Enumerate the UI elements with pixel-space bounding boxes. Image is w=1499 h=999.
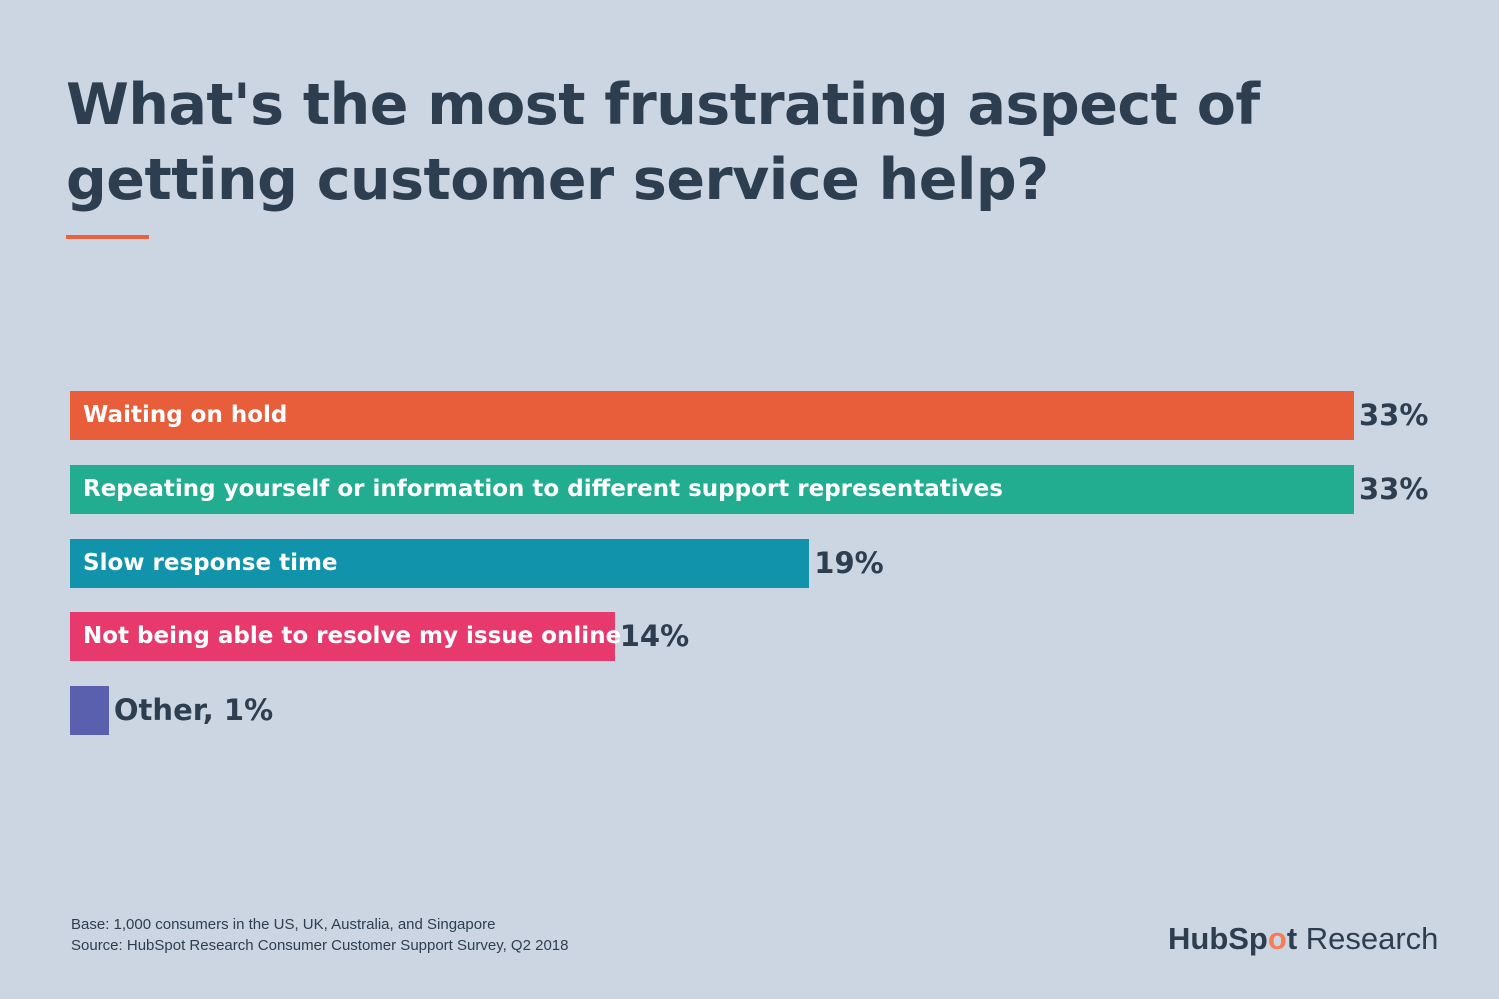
hubspot-research-logo: HubSpot Research bbox=[1168, 921, 1439, 956]
value-label: 19% bbox=[814, 545, 884, 580]
category-label: Slow response time bbox=[83, 549, 338, 576]
bar: Not being able to resolve my issue onlin… bbox=[70, 612, 621, 662]
title-underline bbox=[66, 235, 149, 239]
value-label: 33% bbox=[1359, 471, 1429, 506]
category-label: Repeating yourself or information to dif… bbox=[83, 475, 1003, 502]
value-label: Other, 1% bbox=[113, 693, 274, 728]
bar: Slow response time bbox=[70, 538, 810, 588]
value-label: 14% bbox=[619, 619, 690, 654]
category-label: Not being able to resolve my issue onlin… bbox=[83, 623, 622, 650]
base-note: Base: 1,000 consumers in the US, UK, Aus… bbox=[71, 916, 496, 933]
category-label: Waiting on hold bbox=[83, 402, 288, 428]
value-label: 33% bbox=[1359, 398, 1429, 432]
chart-title: What's the most frustrating aspect of ge… bbox=[66, 72, 1260, 213]
footer-notes: Base: 1,000 consumers in the US, UK, Aus… bbox=[71, 914, 568, 956]
bar bbox=[70, 686, 109, 736]
source-note: Source: HubSpot Research Consumer Custom… bbox=[71, 937, 569, 954]
bar: Waiting on hold bbox=[70, 391, 1354, 440]
bar: Repeating yourself or information to dif… bbox=[70, 464, 1354, 514]
